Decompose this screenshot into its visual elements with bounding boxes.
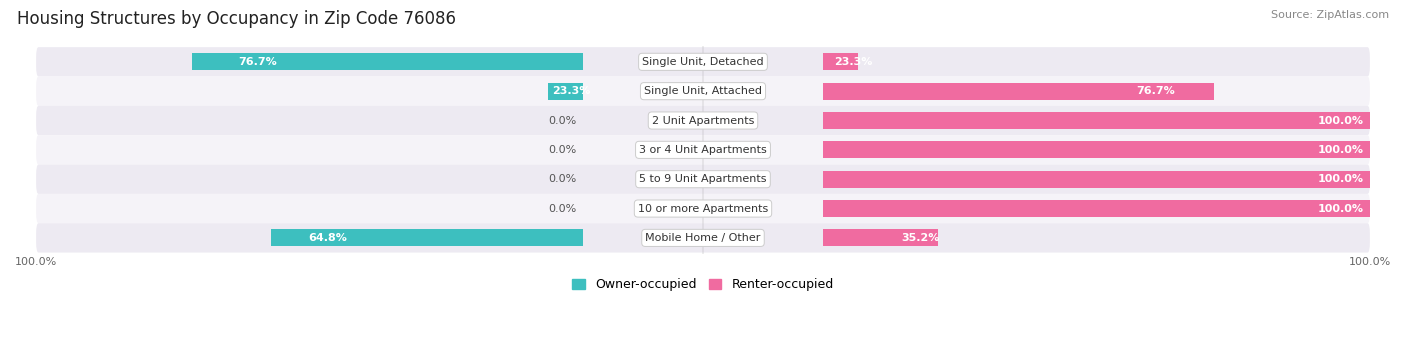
Bar xyxy=(823,112,1369,129)
Text: Single Unit, Attached: Single Unit, Attached xyxy=(644,86,762,96)
FancyBboxPatch shape xyxy=(37,194,1369,223)
Text: Housing Structures by Occupancy in Zip Code 76086: Housing Structures by Occupancy in Zip C… xyxy=(17,10,456,28)
Text: 76.7%: 76.7% xyxy=(239,57,277,67)
Bar xyxy=(823,229,938,247)
Bar xyxy=(271,229,583,247)
Text: 76.7%: 76.7% xyxy=(1136,86,1175,96)
FancyBboxPatch shape xyxy=(37,76,1369,106)
Text: 64.8%: 64.8% xyxy=(308,233,347,243)
Bar xyxy=(823,53,859,70)
Text: 3 or 4 Unit Apartments: 3 or 4 Unit Apartments xyxy=(640,145,766,155)
Text: 100.0%: 100.0% xyxy=(1317,204,1364,213)
FancyBboxPatch shape xyxy=(37,164,1369,194)
Bar xyxy=(191,53,583,70)
Text: 100.0%: 100.0% xyxy=(1317,145,1364,155)
Text: 100.0%: 100.0% xyxy=(1317,174,1364,184)
Text: 35.2%: 35.2% xyxy=(901,233,939,243)
FancyBboxPatch shape xyxy=(37,223,1369,253)
Bar xyxy=(823,200,1369,217)
FancyBboxPatch shape xyxy=(37,47,1369,76)
FancyBboxPatch shape xyxy=(37,135,1369,164)
Text: Mobile Home / Other: Mobile Home / Other xyxy=(645,233,761,243)
Text: 2 Unit Apartments: 2 Unit Apartments xyxy=(652,116,754,125)
Text: Single Unit, Detached: Single Unit, Detached xyxy=(643,57,763,67)
Text: 5 to 9 Unit Apartments: 5 to 9 Unit Apartments xyxy=(640,174,766,184)
Text: 0.0%: 0.0% xyxy=(548,145,576,155)
Text: 0.0%: 0.0% xyxy=(548,204,576,213)
Text: 0.0%: 0.0% xyxy=(548,174,576,184)
Text: 23.3%: 23.3% xyxy=(553,86,591,96)
Legend: Owner-occupied, Renter-occupied: Owner-occupied, Renter-occupied xyxy=(569,276,837,294)
Bar xyxy=(823,171,1369,188)
Text: Source: ZipAtlas.com: Source: ZipAtlas.com xyxy=(1271,10,1389,20)
FancyBboxPatch shape xyxy=(37,106,1369,135)
Bar xyxy=(823,142,1369,158)
Bar xyxy=(823,83,1215,100)
Text: 100.0%: 100.0% xyxy=(1317,116,1364,125)
Text: 23.3%: 23.3% xyxy=(834,57,872,67)
Text: 0.0%: 0.0% xyxy=(548,116,576,125)
Bar xyxy=(547,83,583,100)
Text: 10 or more Apartments: 10 or more Apartments xyxy=(638,204,768,213)
